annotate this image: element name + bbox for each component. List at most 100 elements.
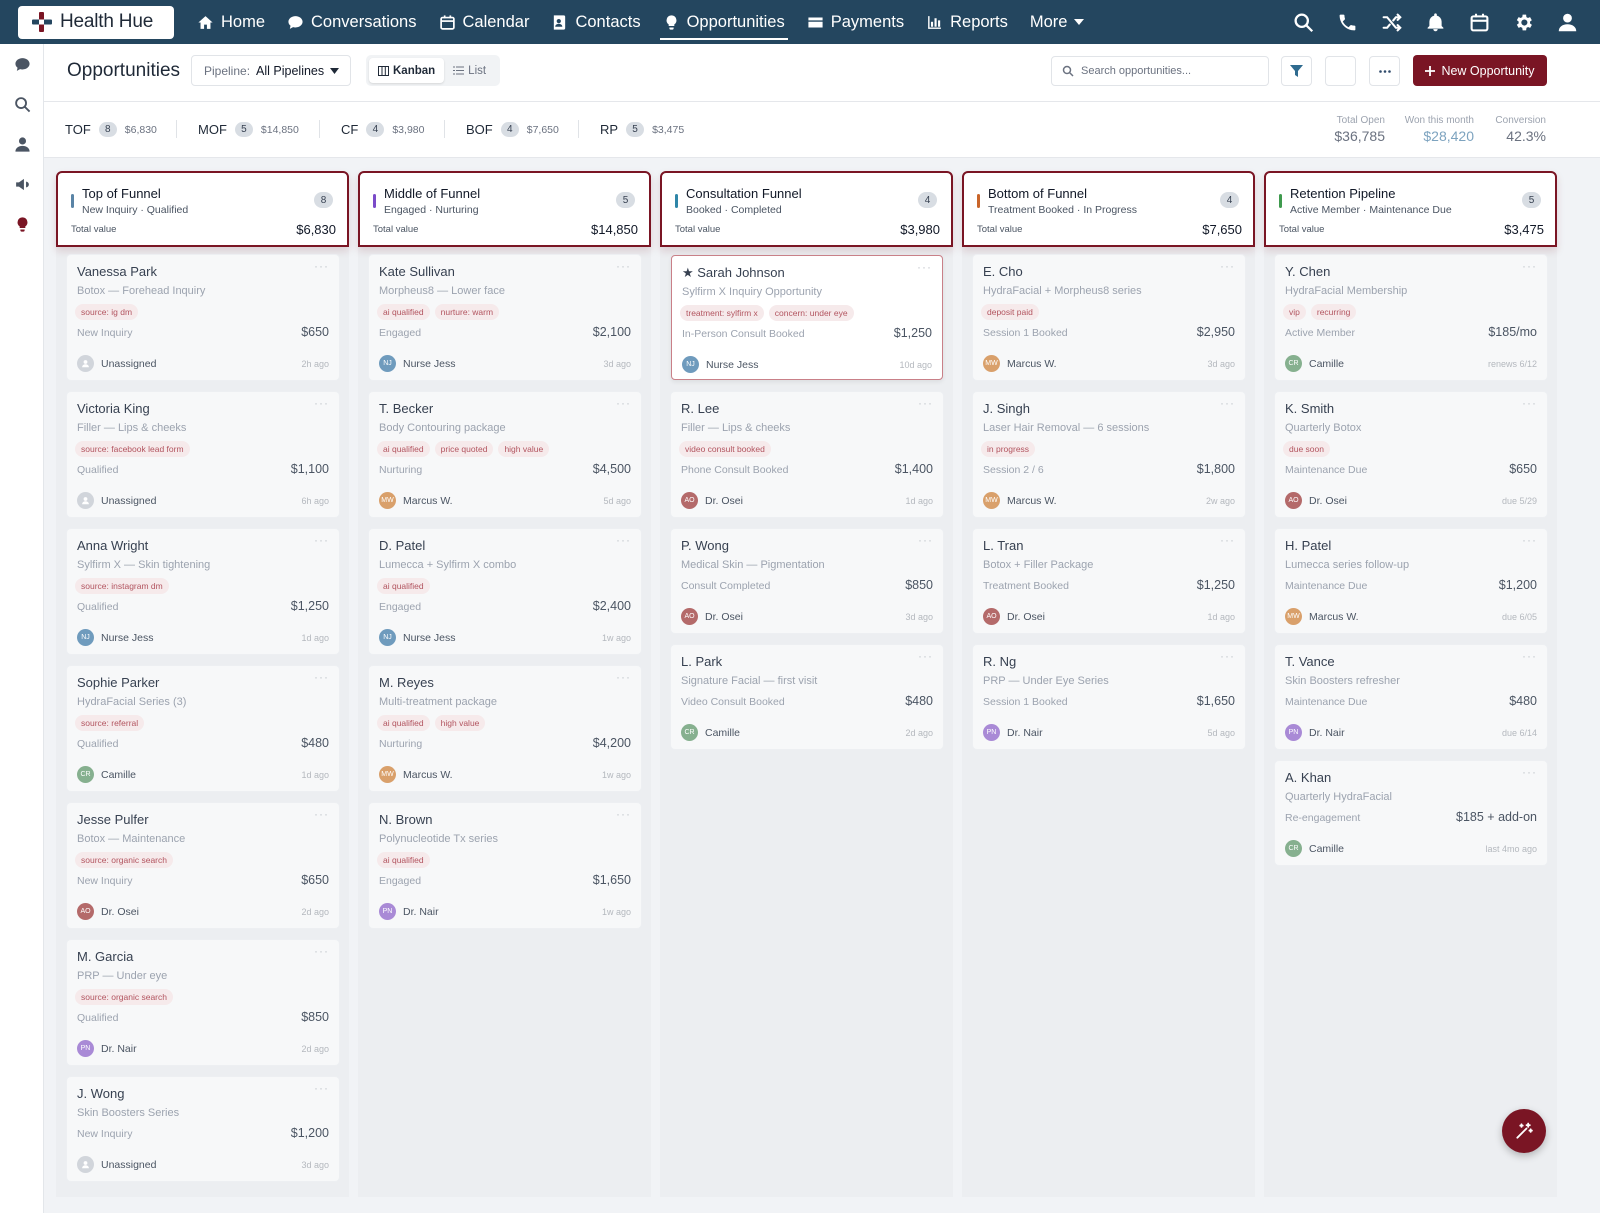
card-owner[interactable]: NJ Nurse Jess xyxy=(379,629,456,646)
card-more-icon[interactable]: ··· xyxy=(314,1081,329,1095)
nav-contacts[interactable]: Contacts xyxy=(540,0,651,44)
bell-icon[interactable] xyxy=(1424,11,1446,33)
opportunity-card[interactable]: R. Lee ··· Filler — Lips & cheeks video … xyxy=(671,392,943,517)
card-more-icon[interactable]: ··· xyxy=(1220,533,1235,547)
settings-icon[interactable] xyxy=(1512,11,1534,33)
card-owner[interactable]: NJ Nurse Jess xyxy=(77,629,154,646)
card-owner[interactable]: PN Dr. Nair xyxy=(379,903,439,920)
card-owner[interactable]: AO Dr. Osei xyxy=(983,608,1045,625)
card-more-icon[interactable]: ··· xyxy=(314,533,329,547)
card-owner[interactable]: MW Marcus W. xyxy=(983,492,1057,509)
user-profile-icon[interactable] xyxy=(1556,11,1578,33)
search-icon[interactable] xyxy=(12,94,32,114)
megaphone-icon[interactable] xyxy=(12,174,32,194)
card-owner[interactable]: AO Dr. Osei xyxy=(1285,492,1347,509)
phone-icon[interactable] xyxy=(1336,11,1358,33)
opportunity-card[interactable]: D. Patel ··· Lumecca + Sylfirm X combo a… xyxy=(369,529,641,654)
card-more-icon[interactable]: ··· xyxy=(314,944,329,958)
opportunity-card[interactable]: K. Smith ··· Quarterly Botox due soon Ma… xyxy=(1275,392,1547,517)
shuffle-icon[interactable] xyxy=(1380,11,1402,33)
card-owner[interactable]: MW Marcus W. xyxy=(983,355,1057,372)
summary-item-bof[interactable]: BOF 4 $7,650 xyxy=(466,122,559,137)
filter-button[interactable] xyxy=(1281,56,1312,86)
nav-calendar[interactable]: Calendar xyxy=(428,0,541,44)
card-more-icon[interactable]: ··· xyxy=(1220,649,1235,663)
column-header[interactable]: Top of Funnel New Inquiry · Qualified 8 … xyxy=(56,171,349,247)
brand-logo[interactable]: Health Hue xyxy=(18,5,174,39)
card-owner[interactable]: NJ Nurse Jess xyxy=(682,356,759,373)
nav-conversations[interactable]: Conversations xyxy=(276,0,427,44)
nav-more[interactable]: More xyxy=(1019,0,1096,44)
card-more-icon[interactable]: ··· xyxy=(1220,259,1235,273)
card-owner[interactable]: CR Camille xyxy=(1285,840,1344,857)
opportunity-card[interactable]: ★ Sarah Johnson ··· Sylfirm X Inquiry Op… xyxy=(671,255,943,380)
view-list-button[interactable]: List xyxy=(444,58,495,83)
card-more-icon[interactable]: ··· xyxy=(1522,765,1537,779)
summary-item-mof[interactable]: MOF 5 $14,850 xyxy=(198,122,299,137)
opportunity-card[interactable]: R. Ng ··· PRP — Under Eye Series Session… xyxy=(973,645,1245,749)
card-more-icon[interactable]: ··· xyxy=(314,396,329,410)
opportunity-card[interactable]: Kate Sullivan ··· Morpheus8 — Lower face… xyxy=(369,255,641,380)
summary-item-cf[interactable]: CF 4 $3,980 xyxy=(341,122,424,137)
nav-home[interactable]: Home xyxy=(186,0,276,44)
column-header[interactable]: Bottom of Funnel Treatment Booked · In P… xyxy=(962,171,1255,247)
opportunity-card[interactable]: L. Park ··· Signature Facial — first vis… xyxy=(671,645,943,749)
card-owner[interactable]: NJ Nurse Jess xyxy=(379,355,456,372)
opportunity-card[interactable]: H. Patel ··· Lumecca series follow-up Ma… xyxy=(1275,529,1547,633)
card-more-icon[interactable]: ··· xyxy=(918,396,933,410)
card-owner[interactable]: AO Dr. Osei xyxy=(681,492,743,509)
opportunity-card[interactable]: E. Cho ··· HydraFacial + Morpheus8 serie… xyxy=(973,255,1245,380)
card-more-icon[interactable]: ··· xyxy=(314,670,329,684)
card-more-icon[interactable]: ··· xyxy=(314,259,329,273)
card-owner[interactable]: PN Dr. Nair xyxy=(77,1040,137,1057)
card-more-icon[interactable]: ··· xyxy=(616,533,631,547)
card-more-icon[interactable]: ··· xyxy=(616,259,631,273)
card-owner[interactable]: Unassigned xyxy=(77,355,156,372)
calendar-icon[interactable] xyxy=(1468,11,1490,33)
card-owner[interactable]: PN Dr. Nair xyxy=(1285,724,1345,741)
column-header[interactable]: Consultation Funnel Booked · Completed 4… xyxy=(660,171,953,247)
opportunity-card[interactable]: Y. Chen ··· HydraFacial Membership vip re… xyxy=(1275,255,1547,380)
card-more-icon[interactable]: ··· xyxy=(918,649,933,663)
card-more-icon[interactable]: ··· xyxy=(1522,259,1537,273)
nav-reports[interactable]: Reports xyxy=(915,0,1019,44)
summary-item-rp[interactable]: RP 5 $3,475 xyxy=(600,122,684,137)
card-more-icon[interactable]: ··· xyxy=(616,807,631,821)
opportunity-card[interactable]: L. Tran ··· Botox + Filler Package Treat… xyxy=(973,529,1245,633)
opportunity-card[interactable]: J. Wong ··· Skin Boosters Series New Inq… xyxy=(67,1077,339,1181)
opportunity-card[interactable]: Victoria King ··· Filler — Lips & cheeks… xyxy=(67,392,339,517)
opportunity-card[interactable]: Vanessa Park ··· Botox — Forehead Inquir… xyxy=(67,255,339,380)
card-more-icon[interactable]: ··· xyxy=(917,260,932,274)
opportunity-card[interactable]: A. Khan ··· Quarterly HydraFacial Re-eng… xyxy=(1275,761,1547,865)
search-input[interactable] xyxy=(1081,65,1251,77)
opportunity-card[interactable]: M. Garcia ··· PRP — Under eye source: or… xyxy=(67,940,339,1065)
card-owner[interactable]: PN Dr. Nair xyxy=(983,724,1043,741)
opportunity-card[interactable]: Sophie Parker ··· HydraFacial Series (3)… xyxy=(67,666,339,791)
chat-icon[interactable] xyxy=(12,54,32,74)
opportunity-card[interactable]: M. Reyes ··· Multi-treatment package ai … xyxy=(369,666,641,791)
card-more-icon[interactable]: ··· xyxy=(1220,396,1235,410)
opportunity-card[interactable]: Anna Wright ··· Sylfirm X — Skin tighten… xyxy=(67,529,339,654)
card-owner[interactable]: MW Marcus W. xyxy=(1285,608,1359,625)
lightbulb-icon[interactable] xyxy=(12,214,32,234)
column-header[interactable]: Middle of Funnel Engaged · Nurturing 5 T… xyxy=(358,171,651,247)
opportunity-card[interactable]: Jesse Pulfer ··· Botox — Maintenance sou… xyxy=(67,803,339,928)
card-owner[interactable]: MW Marcus W. xyxy=(379,492,453,509)
nav-payments[interactable]: Payments xyxy=(796,0,915,44)
card-owner[interactable]: AO Dr. Osei xyxy=(681,608,743,625)
card-more-icon[interactable]: ··· xyxy=(1522,396,1537,410)
more-options-button[interactable] xyxy=(1369,56,1400,86)
nav-opportunities[interactable]: Opportunities xyxy=(652,0,796,44)
opportunity-card[interactable]: T. Becker ··· Body Contouring package ai… xyxy=(369,392,641,517)
magic-action-button[interactable] xyxy=(1502,1109,1546,1153)
card-owner[interactable]: MW Marcus W. xyxy=(379,766,453,783)
opportunity-card[interactable]: J. Singh ··· Laser Hair Removal — 6 sess… xyxy=(973,392,1245,517)
summary-item-tof[interactable]: TOF 8 $6,830 xyxy=(65,122,157,137)
opportunity-card[interactable]: P. Wong ··· Medical Skin — Pigmentation … xyxy=(671,529,943,633)
column-header[interactable]: Retention Pipeline Active Member · Maint… xyxy=(1264,171,1557,247)
card-more-icon[interactable]: ··· xyxy=(918,533,933,547)
card-owner[interactable]: Unassigned xyxy=(77,1156,156,1173)
card-more-icon[interactable]: ··· xyxy=(1522,533,1537,547)
view-kanban-button[interactable]: Kanban xyxy=(369,58,445,83)
opportunity-card[interactable]: N. Brown ··· Polynucleotide Tx series ai… xyxy=(369,803,641,928)
